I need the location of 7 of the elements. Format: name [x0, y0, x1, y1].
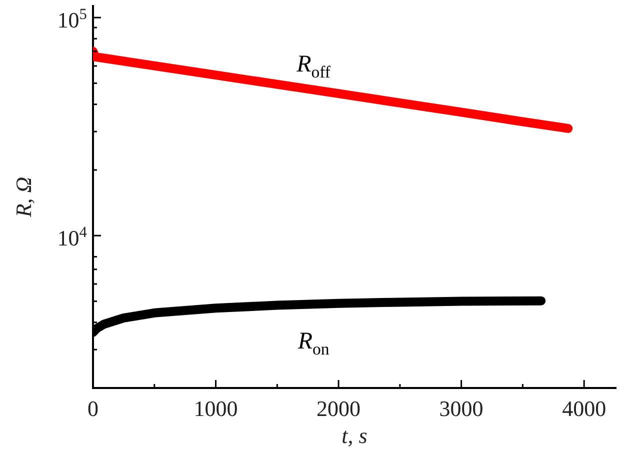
x-tick-label: 0	[88, 396, 98, 421]
x-tick-label: 3000	[439, 396, 484, 421]
x-axis-title: t, s	[342, 423, 368, 448]
x-tick-label: 2000	[316, 396, 361, 421]
x-tick-label: 1000	[194, 396, 238, 421]
x-tick-label: 4000	[562, 396, 606, 421]
y-axis-title: R, Ω	[11, 176, 36, 218]
